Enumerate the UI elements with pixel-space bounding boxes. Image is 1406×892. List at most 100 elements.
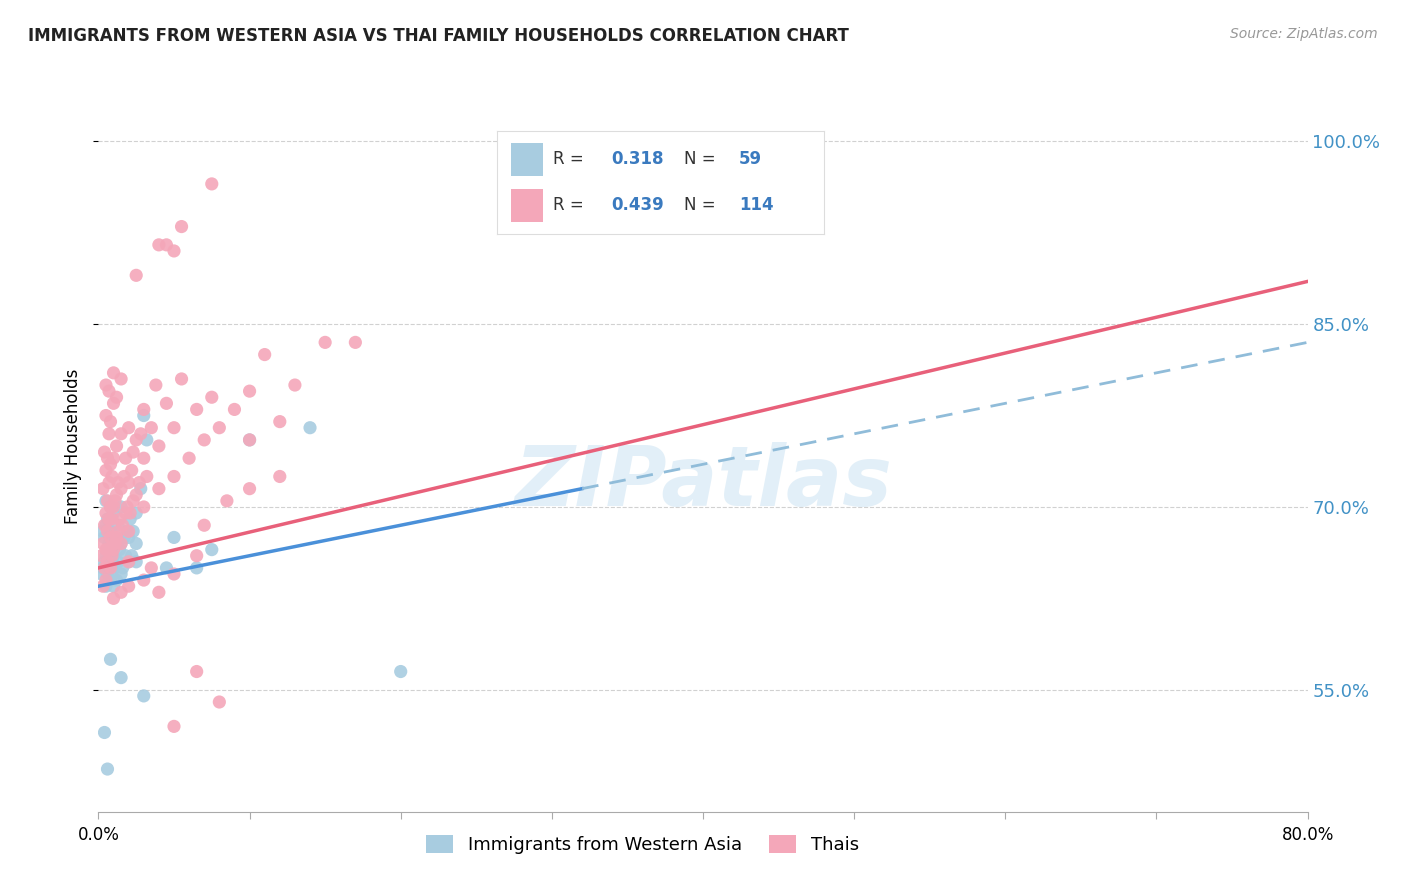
Point [125,488,148,502]
Point [122,445,145,459]
Point [100,500,122,514]
Point [163,421,186,435]
Point [132,451,155,466]
Point [94,506,117,520]
Point [344,335,367,350]
Point [110,536,132,550]
Point [186,549,208,563]
Point [118,530,141,544]
Point [98,475,121,490]
Point [125,433,148,447]
Point [108,542,131,557]
Point [103,542,125,557]
Point [103,366,125,380]
Point [100,524,122,539]
Point [96,555,118,569]
Point [100,530,122,544]
Point [94,549,117,563]
Point [269,415,291,429]
Point [253,348,276,362]
Point [96,524,118,539]
Point [163,530,186,544]
Point [103,500,125,514]
Point [193,433,215,447]
Point [110,536,132,550]
Point [104,561,127,575]
Point [132,402,155,417]
Point [107,555,129,569]
Text: IMMIGRANTS FROM WESTERN ASIA VS THAI FAMILY HOUSEHOLDS CORRELATION CHART: IMMIGRANTS FROM WESTERN ASIA VS THAI FAM… [28,27,849,45]
Point [132,500,155,514]
Point [186,561,208,575]
Point [314,335,336,350]
Point [299,421,322,435]
Point [94,409,117,423]
Point [132,409,155,423]
Point [115,524,138,539]
Point [100,549,122,563]
Point [94,579,117,593]
Point [121,463,143,477]
Point [91,536,114,550]
Point [163,567,186,582]
Point [103,591,125,606]
Point [103,396,125,410]
Point [105,390,128,404]
Point [110,585,132,599]
Point [284,378,307,392]
Point [100,652,122,666]
Point [105,439,128,453]
Point [132,573,155,587]
Point [101,512,124,526]
Text: ZIPatlas: ZIPatlas [515,442,891,523]
Point [118,555,141,569]
Point [94,378,117,392]
Point [100,561,122,575]
Point [111,561,134,575]
Point [108,512,131,526]
Point [114,451,136,466]
Point [269,469,291,483]
Point [94,573,117,587]
Y-axis label: Family Households: Family Households [65,368,83,524]
Point [100,500,122,514]
Point [239,384,262,399]
Point [100,573,122,587]
Point [186,665,208,679]
Point [118,555,141,569]
Point [224,402,246,417]
Point [112,530,135,544]
Point [91,561,114,575]
Point [125,506,148,520]
Point [155,237,177,252]
Point [239,482,262,496]
Point [141,561,163,575]
Point [105,573,128,587]
Point [170,219,193,234]
Point [96,512,118,526]
Point [94,463,117,477]
Point [163,719,186,733]
Point [105,530,128,544]
Point [141,421,163,435]
Point [101,555,124,569]
Point [193,518,215,533]
Point [103,579,125,593]
Point [186,402,208,417]
Point [120,506,142,520]
Point [148,482,170,496]
Point [96,494,118,508]
Point [215,494,238,508]
Point [208,695,231,709]
Point [163,469,186,483]
Point [128,475,150,490]
Point [94,542,117,557]
Point [105,536,128,550]
Point [93,725,115,739]
Point [125,268,148,283]
Point [110,500,132,514]
Point [103,451,125,466]
Point [148,585,170,599]
Point [98,536,121,550]
Point [201,177,224,191]
